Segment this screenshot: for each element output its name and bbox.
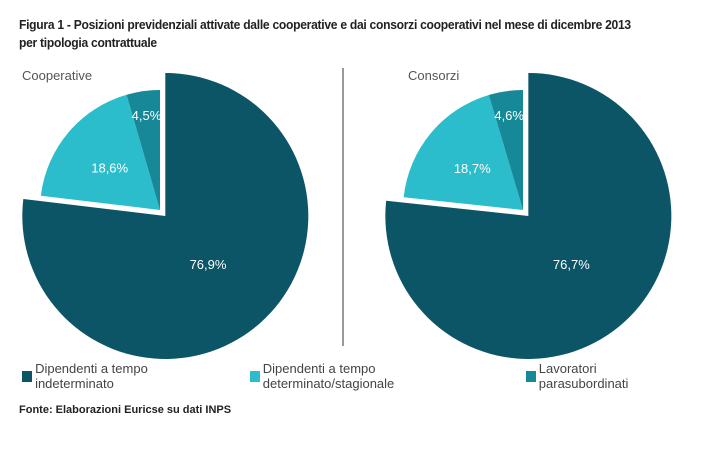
legend-swatch [525, 370, 536, 382]
pie-title: Consorzi [408, 68, 459, 83]
pie-slice [40, 94, 160, 210]
data-label: 4,5% [132, 108, 162, 123]
legend-label: Lavoratori parasubordinati [538, 361, 629, 391]
pie-title: Cooperative [22, 68, 92, 83]
data-label: 76,7% [553, 257, 590, 272]
figure-title: Figura 1 - Posizioni previdenziali attiv… [19, 17, 631, 50]
data-label: 18,6% [91, 160, 128, 175]
legend: Dipendenti a tempo indeterminato Dipende… [22, 361, 713, 391]
legend-swatch [22, 370, 33, 382]
legend-item: Dipendenti a tempo indeterminato [22, 361, 214, 391]
data-label: 4,6% [494, 108, 524, 123]
source-note: Fonte: Elaborazioni Euricse su dati INPS [19, 404, 232, 416]
pie-slice [385, 72, 672, 359]
legend-label: Dipendenti a tempo indeterminato [35, 361, 148, 391]
data-label: 18,7% [454, 161, 491, 176]
legend-label: Dipendenti a tempo determinato/stagional… [262, 361, 395, 391]
legend-item: Dipendenti a tempo determinato/stagional… [249, 361, 490, 391]
pie-slice [22, 72, 309, 359]
legend-swatch [249, 370, 260, 382]
pie-slice [126, 90, 160, 210]
pie-slice [403, 94, 523, 210]
legend-item: Lavoratori parasubordinati [525, 361, 677, 391]
data-label: 76,9% [190, 257, 227, 272]
pie-slice [488, 90, 523, 210]
